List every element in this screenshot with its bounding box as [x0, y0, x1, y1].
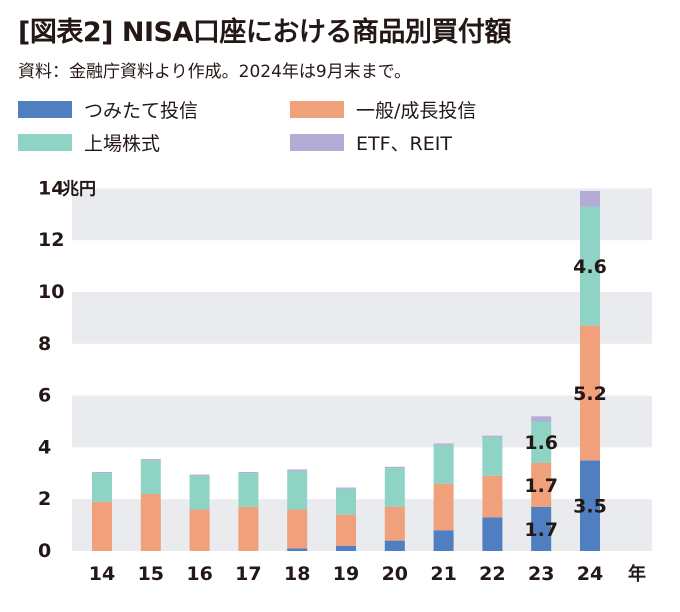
- bar-segment: [384, 468, 405, 507]
- legend-label-etf-reit: ETF、REIT: [356, 133, 452, 155]
- bar-segment: [92, 501, 112, 551]
- y-tick-label: 2: [38, 488, 51, 510]
- bar-segment: [336, 487, 356, 489]
- y-tick-label: 6: [38, 385, 51, 407]
- bar-segment: [433, 444, 454, 484]
- grid-band: [72, 395, 652, 448]
- data-label: 4.6: [573, 256, 607, 278]
- bar-segment: [384, 466, 405, 469]
- data-label: 1.6: [524, 432, 558, 454]
- legend-label-tsumitate: つみたて投信: [84, 100, 199, 122]
- bar-segment: [238, 472, 259, 474]
- bar-segment: [580, 460, 600, 551]
- legend-swatch-listed-stocks: [18, 134, 72, 151]
- y-unit-label: 兆円: [62, 179, 96, 199]
- y-tick-label: 8: [38, 333, 51, 355]
- bar-segment: [336, 545, 356, 551]
- bar-segment: [287, 470, 308, 510]
- bar-segment: [531, 506, 552, 551]
- bar-segment: [238, 506, 259, 551]
- grid-band: [72, 188, 652, 241]
- chart-source-note: 資料：金融庁資料より作成。2024年は9月末まで。: [18, 62, 412, 82]
- x-tick-label: 21: [430, 563, 456, 585]
- legend-item-listed-stocks: 上場株式: [18, 129, 160, 156]
- x-tick-label: 19: [333, 563, 359, 585]
- x-unit-label: 年: [628, 563, 646, 585]
- data-label: 1.7: [524, 519, 558, 541]
- bar-segment: [189, 474, 210, 476]
- y-tick-label: 14: [38, 177, 64, 199]
- bar-segment: [482, 437, 503, 476]
- legend-item-tsumitate: つみたて投信: [18, 96, 198, 123]
- bar-segment: [238, 473, 259, 507]
- data-label: 1.7: [524, 475, 558, 497]
- bar-segment: [433, 530, 454, 551]
- x-tick-label: 16: [186, 563, 212, 585]
- bar-segment: [531, 421, 552, 463]
- legend-swatch-etf-reit: [290, 134, 344, 151]
- bar-segment: [287, 548, 308, 551]
- bar-segment: [433, 443, 454, 445]
- bar-segment: [287, 469, 308, 471]
- legend-swatch-general-growth: [290, 101, 344, 118]
- bar-segment: [482, 435, 503, 438]
- x-tick-label: 20: [382, 563, 408, 585]
- x-tick-label: 15: [138, 563, 164, 585]
- legend-label-listed-stocks: 上場株式: [84, 133, 161, 155]
- grid-band: [72, 292, 652, 344]
- y-tick-label: 0: [38, 540, 51, 562]
- y-tick-label: 4: [38, 436, 51, 458]
- y-tick-label: 12: [38, 229, 64, 251]
- bar-segment: [433, 483, 454, 531]
- bar-segment: [92, 472, 112, 474]
- bar-segment: [580, 206, 600, 326]
- bar-segment: [531, 416, 552, 422]
- bar-segment: [140, 460, 161, 495]
- legend-item-general-growth: 一般/成長投信: [290, 96, 476, 123]
- legend-label-general-growth: 一般/成長投信: [356, 100, 477, 122]
- bar-segment: [580, 325, 600, 461]
- bar-segment: [482, 475, 503, 518]
- grid-band: [72, 499, 652, 551]
- x-tick-label: 14: [89, 563, 115, 585]
- x-tick-label: 18: [284, 563, 310, 585]
- x-tick-label: 17: [235, 563, 261, 585]
- y-tick-label: 10: [38, 281, 64, 303]
- bar-segment: [336, 488, 356, 515]
- x-tick-label: 24: [577, 563, 603, 585]
- legend-item-etf-reit: ETF、REIT: [290, 129, 452, 156]
- x-tick-label: 23: [528, 563, 554, 585]
- bar-segment: [384, 506, 405, 541]
- data-label: 5.2: [573, 383, 607, 405]
- bar-segment: [189, 509, 210, 551]
- bar-segment: [92, 473, 112, 502]
- bar-segment: [531, 462, 552, 507]
- bar-segment: [384, 540, 405, 551]
- bar-segment: [482, 517, 503, 551]
- bar-segment: [140, 459, 161, 461]
- bar-segment: [336, 514, 356, 546]
- data-label: 3.5: [573, 496, 607, 518]
- legend-swatch-tsumitate: [18, 101, 72, 118]
- bar-segment: [580, 190, 600, 207]
- chart-title: [図表2] NISA口座における商品別買付額: [18, 17, 511, 48]
- bar-segment: [189, 475, 210, 510]
- bar-segment: [287, 509, 308, 549]
- x-tick-label: 22: [479, 563, 505, 585]
- bar-segment: [140, 494, 161, 551]
